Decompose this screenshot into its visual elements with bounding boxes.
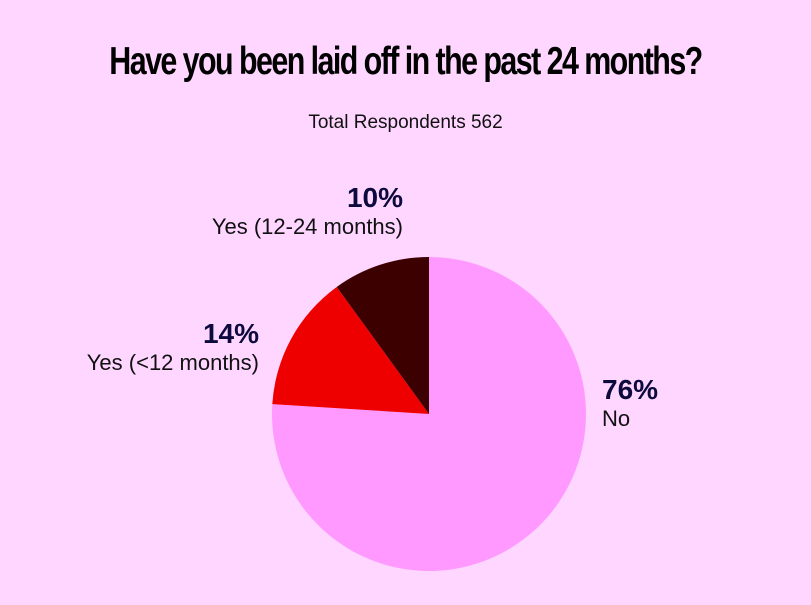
label-yes-12-24: 10% Yes (12-24 months) (212, 182, 403, 240)
label-yes-lt12-text: Yes (<12 months) (86, 350, 259, 375)
chart-title: Have you been laid off in the past 24 mo… (109, 40, 703, 83)
label-yes-12-24-pct: 10% (346, 182, 403, 213)
pie-slice-2 (336, 257, 429, 414)
label-yes-lt12-pct: 14% (202, 318, 259, 349)
label-yes-lt12: 14% Yes (<12 months) (87, 318, 259, 376)
chart-subtitle: Total Respondents 562 (308, 112, 503, 133)
pie-slice-1 (272, 286, 429, 414)
label-no-pct: 76% (602, 374, 659, 405)
label-no-text: No (602, 406, 631, 431)
label-yes-12-24-text: Yes (12-24 months) (211, 214, 403, 239)
label-no: 76% No (602, 374, 658, 432)
